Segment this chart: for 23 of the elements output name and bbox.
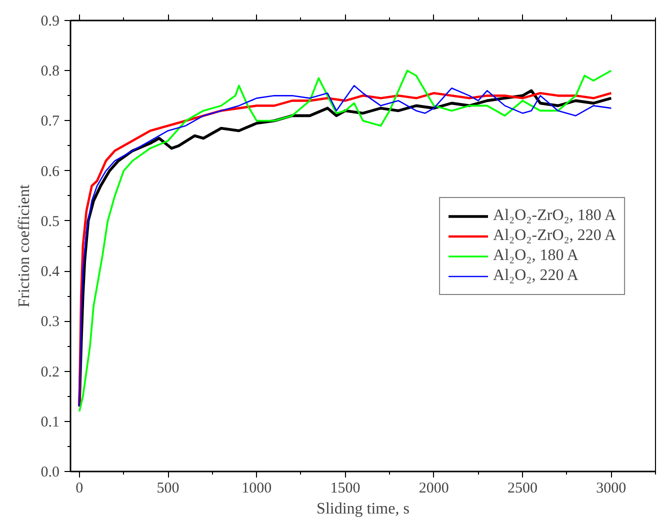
- y-tick-label: 0.5: [40, 214, 60, 230]
- x-tick-label: 500: [156, 480, 180, 496]
- x-tick-label: 0: [76, 480, 84, 496]
- x-axis-title: Sliding time, s: [316, 500, 410, 518]
- legend-label: Al₂O₂, 220 A: [493, 266, 578, 284]
- y-tick-label: 0.2: [40, 364, 60, 380]
- y-tick-label: 0.6: [40, 164, 60, 180]
- x-tick-label: 1500: [330, 480, 360, 496]
- y-tick-label: 0.8: [40, 64, 60, 80]
- legend-label: Al₂O₂-ZrO₂, 220 A: [493, 226, 616, 244]
- legend-label: Al₂O₂, 180 A: [493, 246, 578, 264]
- x-tick-label: 3000: [596, 480, 626, 496]
- y-tick-label: 0.1: [40, 414, 60, 430]
- y-axis-title: Friction coefficient: [16, 184, 33, 308]
- y-tick-label: 0.4: [40, 264, 60, 280]
- y-tick-label: 0.0: [40, 464, 60, 480]
- y-tick-label: 0.7: [40, 114, 60, 130]
- legend-label: Al₂O₂-ZrO₂, 180 A: [493, 206, 616, 224]
- y-tick-label: 0.9: [40, 14, 60, 30]
- x-tick-label: 1000: [242, 480, 272, 496]
- y-tick-label: 0.3: [40, 314, 60, 330]
- x-tick-label: 2500: [508, 480, 538, 496]
- x-tick-label: 2000: [418, 480, 449, 496]
